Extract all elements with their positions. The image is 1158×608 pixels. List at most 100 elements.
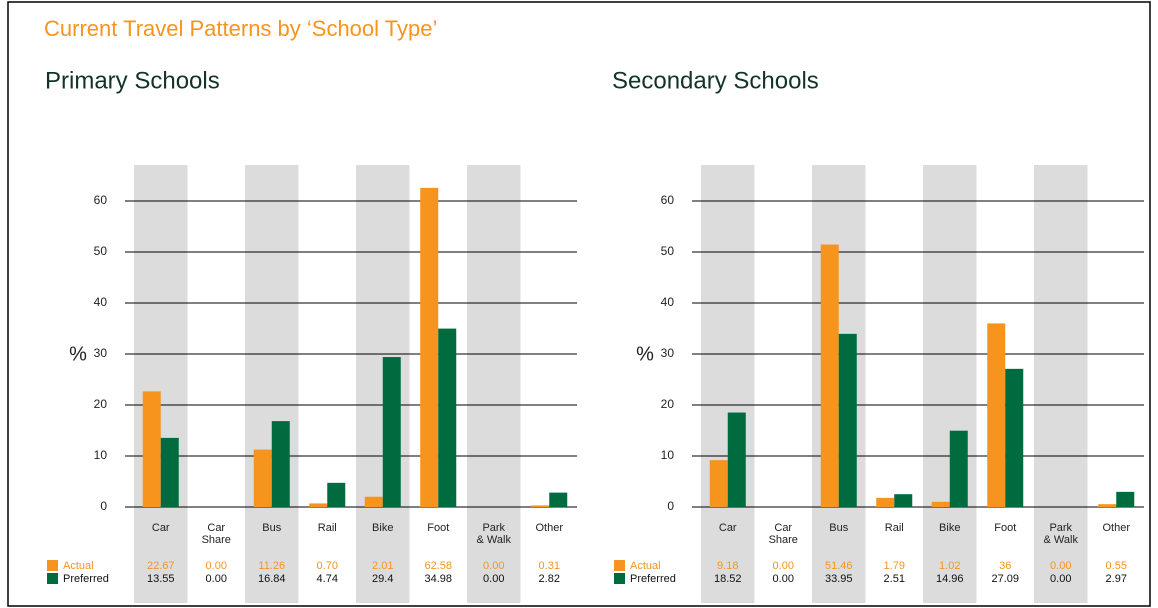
x-tick-label: Car Share [769, 522, 798, 546]
value-label: 9.18 [717, 560, 738, 572]
bar [382, 357, 401, 507]
legend-label: Preferred [630, 573, 676, 585]
value-label: 0.00 [206, 573, 227, 585]
value-label: 0.70 [317, 560, 338, 572]
bar [709, 460, 728, 507]
legend-label: Preferred [63, 573, 109, 585]
y-tick-label: 60 [94, 193, 108, 207]
value-label: 0.00 [773, 560, 794, 572]
bar [327, 482, 346, 507]
x-tick-label: Bus [262, 522, 281, 534]
bar [931, 501, 950, 507]
y-axis-label: % [69, 343, 87, 365]
bar [727, 412, 746, 507]
bar [549, 492, 568, 507]
x-tick-label: Car [719, 522, 737, 534]
value-label: 0.00 [1050, 573, 1071, 585]
x-tick-label: Foot [994, 522, 1016, 534]
value-label: 0.00 [773, 573, 794, 585]
bar [1098, 504, 1117, 507]
value-label: 18.52 [714, 573, 742, 585]
x-tick-label: Car Share [202, 522, 231, 546]
x-tick-label: Bike [372, 522, 393, 534]
legend-label: Actual [630, 560, 661, 572]
x-tick-label: Rail [885, 522, 904, 534]
value-label: 0.55 [1106, 560, 1127, 572]
y-axis-label: % [636, 343, 654, 365]
column-band [701, 165, 755, 603]
column-band [467, 165, 521, 603]
legend-label: Actual [63, 560, 94, 572]
x-tick-label: Other [1102, 522, 1130, 534]
value-label: 0.00 [1050, 560, 1071, 572]
bar [438, 328, 457, 507]
y-tick-label: 40 [94, 295, 108, 309]
column-band [1034, 165, 1088, 603]
value-label: 29.4 [372, 573, 393, 585]
value-label: 34.98 [424, 573, 452, 585]
x-tick-label: Park & Walk [477, 522, 512, 546]
value-label: 11.26 [258, 560, 285, 572]
y-tick-label: 20 [661, 397, 675, 411]
x-tick-label: Bus [829, 522, 848, 534]
bar [160, 437, 179, 507]
bar [420, 187, 439, 508]
value-label: 27.09 [991, 573, 1019, 585]
x-tick-label: Other [535, 522, 563, 534]
bar [1005, 368, 1024, 507]
x-tick-label: Car [152, 522, 170, 534]
value-label: 0.00 [483, 560, 504, 572]
value-label: 2.97 [1106, 573, 1127, 585]
bar [1116, 491, 1135, 507]
bar [949, 430, 968, 507]
x-tick-label: Foot [427, 522, 449, 534]
x-tick-label: Bike [939, 522, 960, 534]
y-tick-label: 0 [667, 499, 674, 513]
value-label: 4.74 [317, 573, 338, 585]
y-tick-label: 30 [661, 346, 675, 360]
legend-swatch [614, 560, 625, 571]
chart-title: Primary Schools [45, 67, 220, 94]
bar [987, 323, 1006, 507]
column-band [245, 165, 299, 603]
bar [820, 244, 839, 507]
column-band [134, 165, 188, 603]
page-title: Current Travel Patterns by ‘School Type’ [44, 16, 437, 41]
bar [364, 496, 383, 507]
value-label: 2.51 [884, 573, 905, 585]
legend-swatch [47, 573, 58, 584]
value-label: 33.95 [825, 573, 853, 585]
column-band [923, 165, 977, 603]
y-tick-label: 30 [94, 346, 108, 360]
value-label: 14.96 [936, 573, 964, 585]
y-tick-label: 0 [100, 499, 107, 513]
bar [876, 497, 895, 507]
value-label: 2.82 [539, 573, 560, 585]
value-label: 36 [999, 560, 1011, 572]
value-label: 62.58 [424, 560, 452, 572]
x-tick-label: Rail [318, 522, 337, 534]
bar [894, 494, 913, 507]
value-label: 16.84 [258, 573, 286, 585]
bar [309, 503, 328, 507]
y-tick-label: 50 [94, 244, 108, 258]
y-tick-label: 20 [94, 397, 108, 411]
bar [142, 391, 161, 507]
value-label: 1.02 [939, 560, 960, 572]
bar [531, 505, 550, 507]
value-label: 0.00 [206, 560, 227, 572]
bar [838, 333, 857, 507]
bar [253, 449, 272, 507]
value-label: 0.00 [483, 573, 504, 585]
value-label: 13.55 [147, 573, 175, 585]
chart-title: Secondary Schools [612, 67, 819, 94]
y-tick-label: 10 [94, 448, 108, 462]
bar [271, 421, 290, 507]
value-label: 22.67 [147, 560, 175, 572]
x-tick-label: Park & Walk [1044, 522, 1079, 546]
y-tick-label: 50 [661, 244, 675, 258]
value-label: 1.79 [884, 560, 905, 572]
value-label: 51.46 [825, 560, 853, 572]
y-tick-label: 10 [661, 448, 675, 462]
